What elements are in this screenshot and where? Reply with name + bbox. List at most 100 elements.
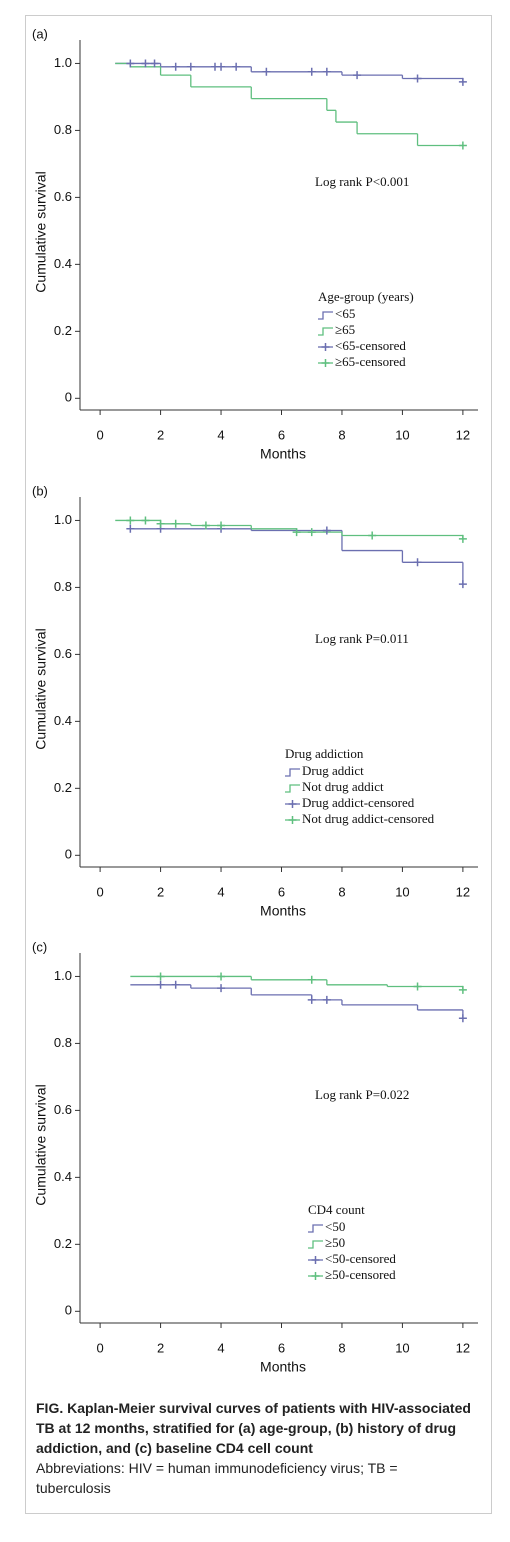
y-tick-label: 0.6	[54, 1102, 72, 1117]
x-tick-label: 10	[395, 884, 409, 899]
legend-marker	[321, 343, 330, 351]
x-tick-label: 8	[338, 1340, 345, 1355]
censor-mark	[322, 995, 331, 1004]
x-axis-title: Months	[260, 903, 306, 919]
legend-swatch	[285, 784, 300, 793]
censor-mark	[413, 982, 422, 991]
censor-mark	[458, 580, 467, 589]
x-tick-label: 12	[456, 884, 470, 899]
chart-panel: (c) 0 0.2 0.4 0.6 0.8 1.0 0 2 4 6 8 10 12 Months Cumula…	[32, 939, 478, 1375]
censor-mark	[201, 521, 210, 530]
censor-mark	[353, 71, 362, 80]
x-tick-label: 6	[278, 1340, 285, 1355]
legend-swatch	[308, 1224, 323, 1233]
y-tick-label: 1.0	[54, 968, 72, 983]
censor-mark	[141, 516, 150, 525]
legend-label: Not drug addict-censored	[302, 811, 435, 826]
legend-label: Not drug addict	[302, 779, 384, 794]
x-tick-label: 4	[217, 1340, 224, 1355]
censor-mark	[307, 975, 316, 984]
y-tick-label: 0.4	[54, 713, 72, 728]
censor-mark	[307, 67, 316, 76]
x-tick-label: 0	[96, 427, 103, 442]
x-tick-label: 6	[278, 884, 285, 899]
censor-mark	[217, 972, 226, 981]
legend-label: <50	[325, 1219, 345, 1234]
censor-mark	[232, 62, 241, 71]
legend-label: ≥50-censored	[325, 1267, 396, 1282]
censor-mark	[141, 59, 150, 68]
x-axis-title: Months	[260, 446, 306, 462]
censor-mark	[126, 516, 135, 525]
censor-mark	[217, 521, 226, 530]
censor-mark	[217, 984, 226, 993]
annotation: Log rank P=0.011	[315, 631, 409, 646]
legend-marker	[311, 1272, 320, 1280]
y-tick-label: 1.0	[54, 512, 72, 527]
legend-swatch	[308, 1240, 323, 1249]
x-axis-title: Months	[260, 1359, 306, 1375]
caption-title: FIG. Kaplan-Meier survival curves of pat…	[36, 1400, 471, 1456]
censor-mark	[126, 59, 135, 68]
y-tick-label: 0.8	[54, 579, 72, 594]
censor-mark	[126, 524, 135, 533]
y-tick-label: 0.2	[54, 323, 72, 338]
y-tick-label: 0.8	[54, 1035, 72, 1050]
panel-label: (c)	[32, 939, 47, 954]
censor-mark	[171, 62, 180, 71]
legend-label: Drug addict	[302, 763, 364, 778]
y-tick-label: 0	[65, 390, 72, 405]
x-tick-label: 2	[157, 427, 164, 442]
censor-mark	[171, 980, 180, 989]
y-axis-title: Cumulative survival	[33, 1084, 49, 1205]
censor-mark	[458, 141, 467, 150]
x-tick-label: 2	[157, 884, 164, 899]
censor-mark	[262, 67, 271, 76]
legend-swatch	[285, 768, 300, 777]
caption-note: Abbreviations: HIV = human immunodeficie…	[36, 1460, 398, 1496]
censor-mark	[156, 972, 165, 981]
panel-label: (a)	[32, 26, 48, 41]
legend-title: CD4 count	[308, 1202, 365, 1217]
y-tick-label: 0.2	[54, 780, 72, 795]
legend-swatch	[318, 311, 333, 320]
legend-label: <65	[335, 306, 355, 321]
caption: FIG. Kaplan-Meier survival curves of pat…	[36, 1398, 476, 1498]
censor-mark	[307, 995, 316, 1004]
x-tick-label: 10	[395, 427, 409, 442]
y-axis-title: Cumulative survival	[33, 171, 49, 292]
x-tick-label: 2	[157, 1340, 164, 1355]
legend-label: Drug addict-censored	[302, 795, 415, 810]
annotation: Log rank P<0.001	[315, 174, 409, 189]
x-tick-label: 12	[456, 1340, 470, 1355]
censor-mark	[458, 1014, 467, 1023]
censor-mark	[186, 62, 195, 71]
y-tick-label: 0.6	[54, 189, 72, 204]
censor-mark	[413, 74, 422, 83]
legend-label: <65-censored	[335, 338, 406, 353]
legend-swatch	[318, 327, 333, 336]
y-tick-label: 0.4	[54, 256, 72, 271]
figure-frame	[25, 15, 492, 1514]
x-tick-label: 4	[217, 884, 224, 899]
censor-mark	[368, 531, 377, 540]
figure: (a) 0 0.2 0.4 0.6 0.8 1.0 0 2 4 6 8 10 12 Months Cumula…	[32, 26, 478, 1375]
censor-mark	[292, 528, 301, 537]
legend-marker	[321, 359, 330, 367]
y-tick-label: 0	[65, 1303, 72, 1318]
y-tick-label: 1.0	[54, 55, 72, 70]
legend-marker	[311, 1256, 320, 1264]
legend-label: ≥65-censored	[335, 354, 406, 369]
y-tick-label: 0.4	[54, 1169, 72, 1184]
censor-mark	[171, 519, 180, 528]
x-tick-label: 10	[395, 1340, 409, 1355]
x-tick-label: 6	[278, 427, 285, 442]
legend-marker	[288, 816, 297, 824]
annotation: Log rank P=0.022	[315, 1087, 409, 1102]
legend-title: Drug addiction	[285, 746, 364, 761]
panel-label: (b)	[32, 483, 48, 498]
x-tick-label: 8	[338, 884, 345, 899]
censor-mark	[150, 59, 159, 68]
y-tick-label: 0	[65, 847, 72, 862]
y-tick-label: 0.8	[54, 122, 72, 137]
